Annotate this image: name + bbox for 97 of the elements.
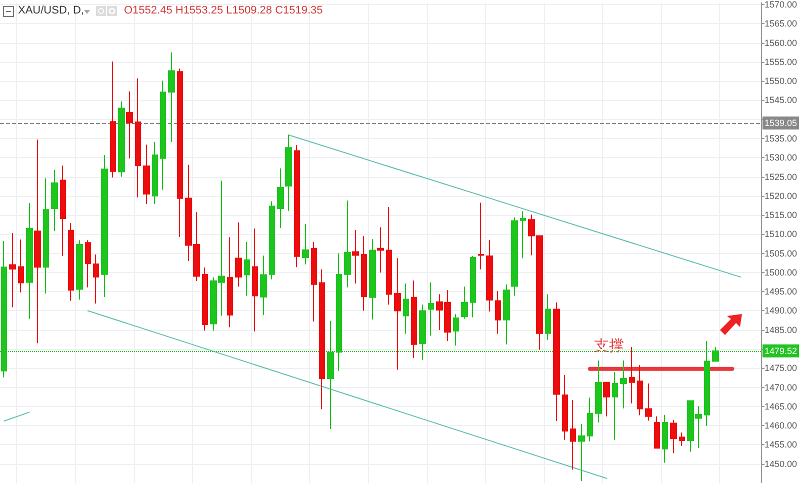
y-tick-label: 1555.00	[764, 56, 798, 67]
chart-subtitle: O1552.45 H1553.25 L1509.28 C1519.35	[124, 4, 323, 16]
y-tick-label: 1520.00	[764, 190, 798, 201]
candlestick	[60, 165, 66, 256]
y-tick-label: 1460.00	[764, 420, 798, 431]
y-tick-label: 1545.00	[764, 95, 798, 106]
candlestick	[294, 144, 300, 268]
candlestick	[562, 374, 568, 440]
candlestick	[43, 178, 49, 294]
candlestick	[285, 134, 292, 212]
y-tick-label: 1525.00	[764, 172, 798, 182]
candlestick	[461, 286, 468, 320]
candlestick	[603, 382, 610, 417]
candlestick	[118, 100, 125, 178]
candlestick	[570, 399, 576, 470]
y-tick-label: 1475.00	[764, 363, 798, 374]
candlestick	[311, 241, 317, 322]
ref-line-label: 1539.05	[764, 118, 798, 128]
candlestick	[453, 314, 459, 346]
candlestick	[511, 216, 518, 296]
y-tick-label: 1465.00	[764, 401, 798, 412]
candlestick	[319, 268, 325, 410]
candlestick	[620, 360, 627, 409]
candlestick	[260, 255, 267, 316]
chart-title: XAU/USD, D,	[18, 4, 84, 16]
y-tick-label: 1470.00	[764, 382, 798, 392]
candlestick	[645, 382, 652, 422]
candlestick	[654, 416, 660, 449]
y-tick-label: 1490.00	[764, 306, 798, 316]
candlestick	[629, 346, 635, 404]
candlestick	[34, 139, 41, 344]
candlestick	[578, 424, 585, 482]
y-tick-label: 1510.00	[764, 229, 798, 240]
candlestick	[411, 280, 417, 358]
candlestick	[486, 239, 493, 312]
candlestick	[126, 90, 133, 159]
candlestick	[386, 206, 392, 306]
candlestick	[277, 168, 284, 229]
candlestick	[244, 241, 250, 296]
candlestick	[545, 294, 551, 340]
candlestick	[51, 169, 58, 232]
candlestick	[101, 154, 108, 298]
candlestick	[637, 364, 643, 416]
candlestick	[369, 238, 376, 320]
candlestick	[168, 52, 175, 142]
y-tick-label: 1530.00	[764, 152, 798, 163]
candlestick	[235, 222, 242, 288]
y-tick-label: 1455.00	[764, 440, 798, 450]
candlestick	[143, 144, 150, 204]
y-tick-label: 1485.00	[764, 324, 798, 335]
candlestick	[612, 371, 618, 440]
candlestick	[152, 141, 158, 204]
y-tick-label: 1535.00	[764, 133, 798, 144]
candlestick	[18, 239, 24, 293]
candlestick	[503, 284, 510, 345]
candlestick	[587, 397, 593, 442]
candlestick	[76, 240, 83, 300]
candlestick	[553, 302, 560, 422]
candlestick	[662, 414, 668, 464]
y-tick-label: 1560.00	[764, 38, 798, 48]
candlestick	[394, 258, 401, 370]
candlestick	[670, 419, 677, 454]
candlestick	[352, 229, 359, 284]
candlestick	[160, 80, 166, 190]
y-tick-label: 1515.00	[764, 210, 798, 220]
candlestick	[679, 432, 685, 446]
candlestick	[595, 360, 602, 424]
candlestick	[93, 254, 99, 304]
y-tick-label: 1570.00	[764, 0, 798, 10]
candlestick	[85, 240, 91, 288]
y-tick-label: 1550.00	[764, 76, 798, 86]
candlestick	[110, 61, 116, 178]
candlestick	[344, 200, 351, 288]
y-tick-label: 1450.00	[764, 458, 798, 469]
candlestick	[302, 223, 309, 265]
y-tick-label: 1500.00	[764, 267, 798, 278]
candlestick	[26, 202, 33, 320]
y-tick-label: 1505.00	[764, 248, 798, 258]
candlestick	[403, 283, 409, 334]
candlestick	[202, 266, 208, 332]
ref-line-label: 1479.52	[764, 346, 798, 356]
candlestick	[495, 290, 501, 334]
candlestick	[520, 210, 526, 259]
candlestick	[9, 232, 16, 308]
y-tick-label: 1565.00	[764, 18, 798, 29]
candlestick	[470, 256, 476, 318]
candlestick	[377, 226, 384, 273]
candlestick	[177, 68, 183, 238]
candlestick	[227, 236, 233, 328]
candlestick	[361, 236, 367, 312]
candlestick	[252, 228, 258, 332]
candlestick	[135, 78, 141, 198]
candlestick	[68, 222, 74, 302]
candlestick	[428, 282, 434, 336]
candlestick	[269, 200, 275, 280]
y-tick-label: 1495.00	[764, 286, 798, 297]
candlestick	[478, 202, 484, 270]
